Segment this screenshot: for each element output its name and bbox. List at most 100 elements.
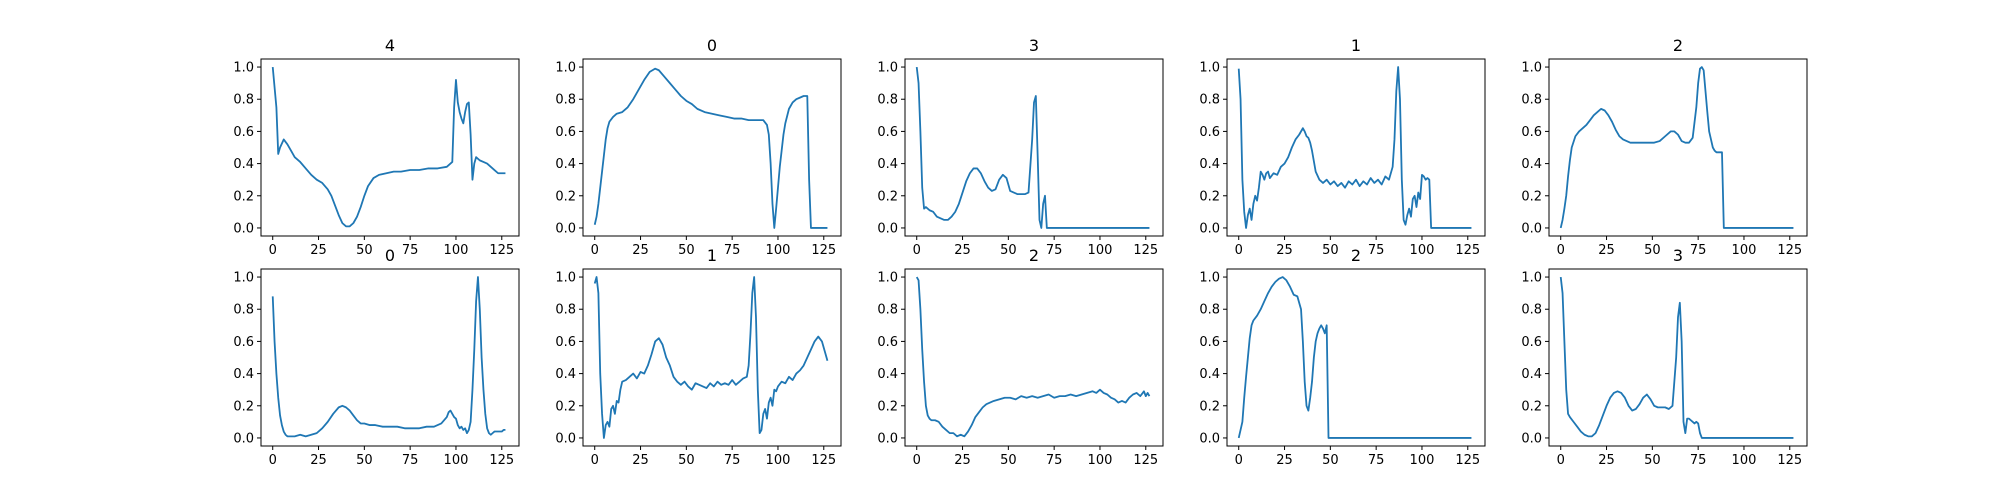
y-tick-label: 0.2 [555, 189, 576, 204]
axes-frame [904, 58, 1164, 237]
y-tick-label: 0.2 [1521, 189, 1542, 204]
x-tick-label: 75 [402, 453, 419, 468]
y-tick-label: 1.0 [555, 61, 576, 76]
x-tick-label: 125 [1133, 243, 1158, 258]
y-tick-label: 0.4 [233, 157, 254, 172]
subplot-9: 2 0 25 50 75 100 125 0.0 0.2 0.4 0.6 0.8 1.0 [1199, 246, 1486, 468]
x-tick-label: 75 [402, 243, 419, 258]
series-line [1559, 66, 1794, 229]
subplot-3: 3 0 25 50 75 100 125 0.0 0.2 0.4 0.6 0.8 1.0 [877, 36, 1164, 258]
x-tick-label: 25 [954, 453, 971, 468]
x-tick-label: 25 [632, 243, 649, 258]
x-tick-label: 25 [632, 453, 649, 468]
x-tick-label: 100 [1732, 453, 1757, 468]
y-tick-label: 0.6 [1521, 335, 1542, 350]
x-tick-label: 25 [1598, 453, 1615, 468]
x-tick-label: 25 [954, 243, 971, 258]
subplot-title: 2 [1351, 246, 1361, 265]
subplot-title: 3 [1673, 246, 1683, 265]
y-tick-label: 0.2 [877, 189, 898, 204]
y-tick-label: 0.8 [1521, 303, 1542, 318]
y-tick-label: 0.6 [233, 335, 254, 350]
x-tick-label: 50 [356, 453, 373, 468]
subplot-6: 0 0 25 50 75 100 125 0.0 0.2 0.4 0.6 0.8 1.0 [233, 246, 520, 468]
y-tick-label: 0.6 [877, 335, 898, 350]
x-tick-label: 50 [1000, 453, 1017, 468]
y-tick-label: 0.2 [1199, 189, 1220, 204]
x-tick-label: 25 [310, 243, 327, 258]
x-tick-label: 50 [1322, 243, 1339, 258]
subplot-1: 4 0 25 50 75 100 125 0.0 0.2 0.4 0.6 0.8 1.0 [233, 36, 520, 258]
x-tick-label: 100 [1410, 243, 1435, 258]
x-tick-label: 50 [356, 243, 373, 258]
axes-frame [582, 58, 842, 237]
y-tick-label: 0.0 [877, 221, 898, 236]
x-tick-label: 50 [678, 243, 695, 258]
y-tick-label: 0.4 [1521, 367, 1542, 382]
series-line [1237, 276, 1472, 439]
y-tick-label: 0.0 [1521, 221, 1542, 236]
x-tick-label: 0 [913, 243, 921, 258]
y-tick-label: 0.6 [1199, 125, 1220, 140]
x-tick-label: 125 [489, 453, 514, 468]
y-tick-label: 0.8 [233, 303, 254, 318]
series-line [915, 276, 1151, 438]
subplot-4: 1 0 25 50 75 100 125 0.0 0.2 0.4 0.6 0.8 1.0 [1199, 36, 1486, 258]
x-tick-label: 100 [444, 453, 469, 468]
axes-frame [1226, 58, 1486, 237]
subplot-title: 2 [1029, 246, 1039, 265]
x-tick-label: 0 [269, 453, 277, 468]
x-tick-label: 125 [811, 453, 836, 468]
axes-frame [1226, 268, 1486, 447]
axes-frame [1548, 268, 1808, 447]
subplot-title: 3 [1029, 36, 1039, 55]
x-tick-label: 50 [1644, 453, 1661, 468]
axes-frame [260, 268, 520, 447]
series-line [593, 67, 828, 229]
y-tick-label: 0.0 [555, 221, 576, 236]
x-tick-label: 75 [724, 243, 741, 258]
x-tick-label: 100 [766, 453, 791, 468]
x-tick-label: 125 [811, 243, 836, 258]
x-tick-label: 75 [1046, 243, 1063, 258]
y-tick-label: 0.0 [233, 431, 254, 446]
series-line [271, 276, 506, 438]
x-tick-label: 0 [591, 243, 599, 258]
y-tick-label: 0.8 [877, 93, 898, 108]
y-tick-label: 0.0 [1521, 431, 1542, 446]
x-tick-label: 0 [1235, 243, 1243, 258]
y-tick-label: 1.0 [1199, 61, 1220, 76]
series-line [593, 276, 829, 439]
y-tick-label: 0.4 [877, 157, 898, 172]
y-tick-label: 0.4 [1521, 157, 1542, 172]
x-tick-label: 75 [1690, 243, 1707, 258]
y-tick-label: 0.2 [233, 399, 254, 414]
x-tick-label: 0 [913, 453, 921, 468]
x-tick-label: 100 [1088, 453, 1113, 468]
y-tick-label: 0.0 [555, 431, 576, 446]
x-tick-label: 0 [1235, 453, 1243, 468]
subplot-title: 4 [385, 36, 395, 55]
x-tick-label: 125 [1455, 243, 1480, 258]
y-tick-label: 0.6 [233, 125, 254, 140]
y-tick-label: 1.0 [1521, 271, 1542, 286]
y-tick-label: 0.0 [877, 431, 898, 446]
axes-frame [1548, 58, 1808, 237]
x-tick-label: 125 [1133, 453, 1158, 468]
y-tick-label: 0.4 [877, 367, 898, 382]
x-tick-label: 125 [1777, 243, 1802, 258]
y-tick-label: 0.8 [1521, 93, 1542, 108]
series-line [915, 66, 1150, 229]
subplot-title: 0 [707, 36, 717, 55]
x-tick-label: 100 [444, 243, 469, 258]
y-tick-label: 1.0 [1521, 61, 1542, 76]
y-tick-label: 0.8 [233, 93, 254, 108]
y-tick-label: 0.6 [877, 125, 898, 140]
subplot-5: 2 0 25 50 75 100 125 0.0 0.2 0.4 0.6 0.8 1.0 [1521, 36, 1808, 258]
x-tick-label: 0 [269, 243, 277, 258]
y-tick-label: 0.4 [1199, 157, 1220, 172]
x-tick-label: 75 [1368, 243, 1385, 258]
x-tick-label: 125 [489, 243, 514, 258]
y-tick-label: 0.4 [555, 157, 576, 172]
